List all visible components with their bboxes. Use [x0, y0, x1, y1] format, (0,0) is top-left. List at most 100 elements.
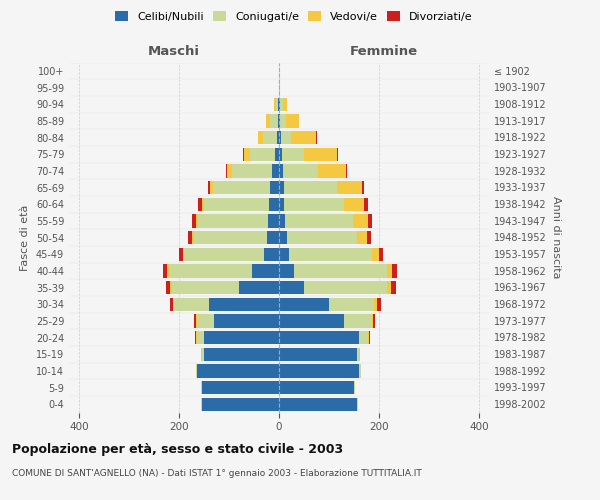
Bar — [202, 348, 204, 361]
Bar — [304, 148, 337, 161]
Bar — [263, 131, 277, 144]
Bar — [279, 298, 329, 311]
Bar — [359, 331, 368, 344]
Bar — [274, 98, 275, 111]
Bar — [286, 114, 299, 128]
Bar — [214, 314, 279, 328]
Bar — [279, 381, 354, 394]
Bar — [279, 114, 280, 128]
Bar — [281, 131, 291, 144]
Bar — [371, 248, 379, 261]
Bar — [279, 314, 344, 328]
Bar — [361, 181, 364, 194]
Bar — [356, 398, 358, 411]
Bar — [354, 381, 355, 394]
Bar — [371, 314, 373, 328]
Bar — [379, 248, 383, 261]
Bar — [279, 164, 283, 177]
Bar — [386, 264, 392, 278]
Bar — [284, 181, 337, 194]
Bar — [285, 214, 353, 228]
Legend: Celibi/Nubili, Coniugati/e, Vedovi/e, Divorziati/e: Celibi/Nubili, Coniugati/e, Vedovi/e, Di… — [112, 8, 476, 25]
Bar — [196, 314, 197, 328]
Bar — [232, 164, 271, 177]
Bar — [167, 264, 169, 278]
Text: Popolazione per età, sesso e stato civile - 2003: Popolazione per età, sesso e stato civil… — [12, 442, 343, 456]
Bar — [356, 348, 359, 361]
Bar — [344, 198, 364, 211]
Bar — [277, 131, 279, 144]
Bar — [279, 398, 356, 411]
Bar — [368, 331, 369, 344]
Bar — [268, 214, 279, 228]
Bar — [266, 114, 270, 128]
Bar — [367, 231, 371, 244]
Bar — [279, 148, 281, 161]
Bar — [204, 348, 279, 361]
Bar — [369, 331, 370, 344]
Bar — [173, 298, 174, 311]
Bar — [197, 198, 202, 211]
Bar — [283, 164, 318, 177]
Bar — [243, 148, 244, 161]
Y-axis label: Fasce di età: Fasce di età — [20, 204, 30, 270]
Bar — [287, 231, 356, 244]
Bar — [281, 148, 304, 161]
Bar — [356, 231, 367, 244]
Bar — [264, 248, 279, 261]
Bar — [197, 314, 214, 328]
Bar — [250, 148, 275, 161]
Bar — [187, 231, 191, 244]
Bar — [279, 231, 287, 244]
Bar — [291, 131, 316, 144]
Bar — [279, 264, 294, 278]
Bar — [280, 114, 286, 128]
Bar — [184, 248, 264, 261]
Bar — [364, 198, 368, 211]
Bar — [277, 114, 279, 128]
Bar — [244, 148, 250, 161]
Bar — [344, 314, 371, 328]
Bar — [377, 298, 380, 311]
Bar — [271, 164, 279, 177]
Bar — [169, 264, 251, 278]
Bar — [198, 214, 268, 228]
Bar — [359, 364, 361, 378]
Bar — [191, 214, 196, 228]
Bar — [174, 298, 209, 311]
Bar — [280, 98, 283, 111]
Bar — [386, 281, 391, 294]
Text: Femmine: Femmine — [350, 44, 418, 58]
Bar — [209, 298, 279, 311]
Bar — [337, 181, 361, 194]
Bar — [270, 181, 279, 194]
Bar — [196, 214, 198, 228]
Bar — [191, 231, 194, 244]
Bar — [269, 198, 279, 211]
Bar — [279, 281, 304, 294]
Bar — [208, 181, 210, 194]
Bar — [202, 381, 279, 394]
Bar — [275, 148, 279, 161]
Bar — [392, 264, 397, 278]
Bar — [170, 298, 173, 311]
Bar — [283, 98, 287, 111]
Bar — [346, 164, 347, 177]
Text: Maschi: Maschi — [148, 44, 200, 58]
Bar — [239, 281, 279, 294]
Bar — [182, 248, 184, 261]
Bar — [266, 231, 279, 244]
Bar — [257, 131, 263, 144]
Bar — [197, 331, 204, 344]
Bar — [278, 98, 279, 111]
Bar — [279, 331, 359, 344]
Bar — [227, 164, 232, 177]
Bar — [194, 231, 266, 244]
Bar — [279, 348, 356, 361]
Bar — [318, 164, 346, 177]
Bar — [204, 198, 269, 211]
Bar — [202, 398, 279, 411]
Bar — [226, 164, 227, 177]
Bar — [289, 248, 371, 261]
Bar — [279, 214, 285, 228]
